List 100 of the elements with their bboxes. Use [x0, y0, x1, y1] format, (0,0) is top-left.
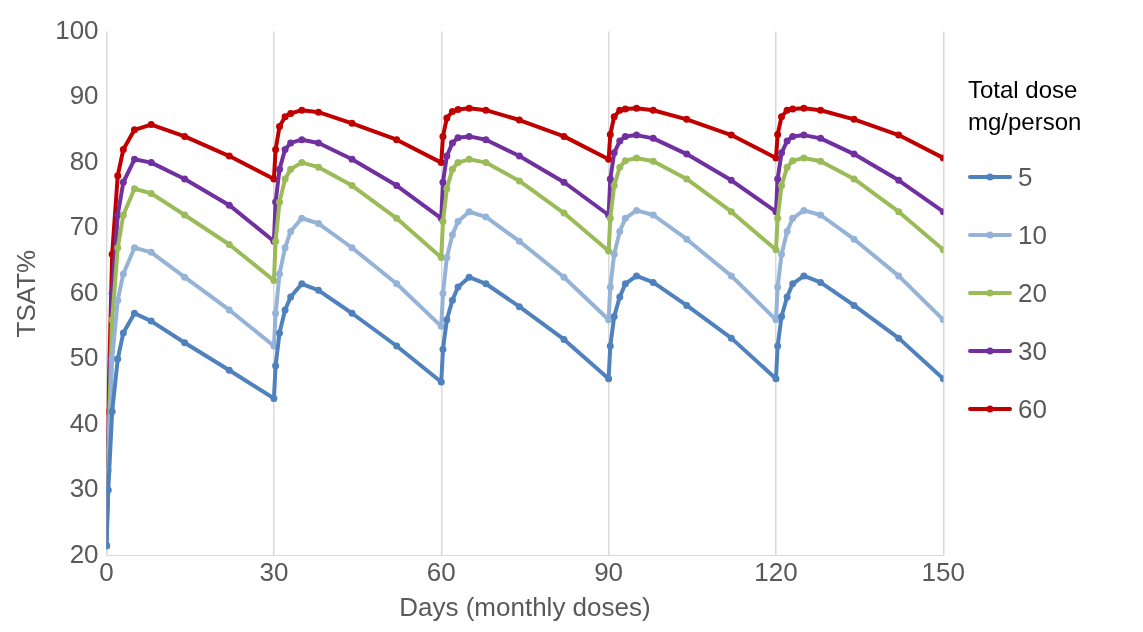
point: [348, 155, 356, 163]
point: [800, 104, 808, 112]
point: [621, 280, 629, 288]
point: [727, 131, 735, 139]
point: [281, 146, 289, 153]
point: [130, 244, 138, 252]
point: [287, 293, 295, 301]
point: [443, 114, 451, 122]
point: [560, 273, 568, 281]
point: [683, 301, 691, 309]
point: [610, 182, 618, 190]
y-tick-label: 90: [69, 80, 99, 111]
point: [119, 146, 127, 153]
point: [789, 105, 797, 113]
point: [108, 408, 116, 415]
point: [560, 209, 568, 217]
point: [515, 303, 523, 311]
point: [276, 123, 283, 131]
point: [817, 211, 825, 219]
point: [515, 237, 523, 245]
y-tick-label: 100: [55, 14, 99, 45]
point: [774, 175, 782, 183]
point: [465, 132, 473, 140]
point: [130, 309, 138, 317]
point: [114, 172, 122, 180]
point: [616, 106, 624, 114]
point: [649, 106, 657, 114]
point: [621, 157, 629, 165]
point: [850, 150, 858, 158]
point: [315, 163, 323, 171]
point: [181, 175, 189, 183]
point: [727, 208, 735, 216]
point: [683, 150, 691, 158]
point: [817, 134, 825, 142]
point: [287, 227, 295, 235]
point: [281, 244, 289, 252]
legend-label: 30: [1018, 335, 1047, 367]
point: [281, 113, 289, 121]
point: [482, 136, 490, 144]
point: [454, 134, 462, 142]
point: [616, 293, 624, 301]
point: [147, 317, 155, 325]
point: [610, 113, 618, 121]
point: [606, 175, 614, 183]
point: [439, 178, 447, 186]
point: [439, 132, 447, 140]
point: [621, 105, 629, 113]
point: [114, 296, 122, 304]
point: [605, 316, 613, 324]
point: [225, 240, 233, 248]
point: [606, 130, 614, 138]
point: [130, 185, 138, 193]
y-tick-label: 30: [69, 473, 99, 504]
point: [783, 227, 791, 235]
point: [772, 246, 780, 254]
point: [800, 206, 808, 214]
x-tick-label: 150: [921, 557, 966, 588]
point: [850, 235, 858, 243]
point: [610, 313, 618, 321]
point: [448, 108, 456, 116]
point: [439, 218, 447, 226]
point: [119, 178, 127, 186]
point: [560, 132, 568, 140]
point: [454, 159, 462, 167]
point: [610, 250, 618, 258]
point: [439, 290, 447, 298]
point: [482, 106, 490, 114]
point: [315, 139, 323, 147]
point: [621, 132, 629, 140]
point: [147, 159, 155, 167]
point: [448, 231, 456, 239]
point: [287, 109, 295, 117]
x-tick-label: 30: [259, 557, 289, 588]
point: [515, 152, 523, 160]
point: [774, 130, 782, 138]
point: [560, 178, 568, 186]
point: [774, 214, 782, 222]
point: [287, 165, 295, 173]
point: [276, 270, 283, 278]
point: [348, 182, 356, 190]
point: [633, 272, 641, 280]
x-tick-label: 90: [594, 557, 624, 588]
point: [772, 154, 780, 162]
point: [649, 134, 657, 142]
x-tick-label: 60: [426, 557, 456, 588]
point: [348, 119, 356, 127]
y-tick-label: 70: [69, 211, 99, 242]
point: [443, 185, 451, 193]
point: [147, 121, 155, 129]
point: [443, 152, 451, 160]
point: [443, 254, 451, 262]
point: [454, 218, 462, 226]
point: [393, 182, 401, 190]
point: [817, 106, 825, 114]
point: [225, 152, 233, 160]
point: [119, 270, 127, 278]
point: [465, 155, 473, 163]
point: [437, 159, 445, 167]
point: [448, 296, 456, 304]
point: [895, 272, 903, 280]
